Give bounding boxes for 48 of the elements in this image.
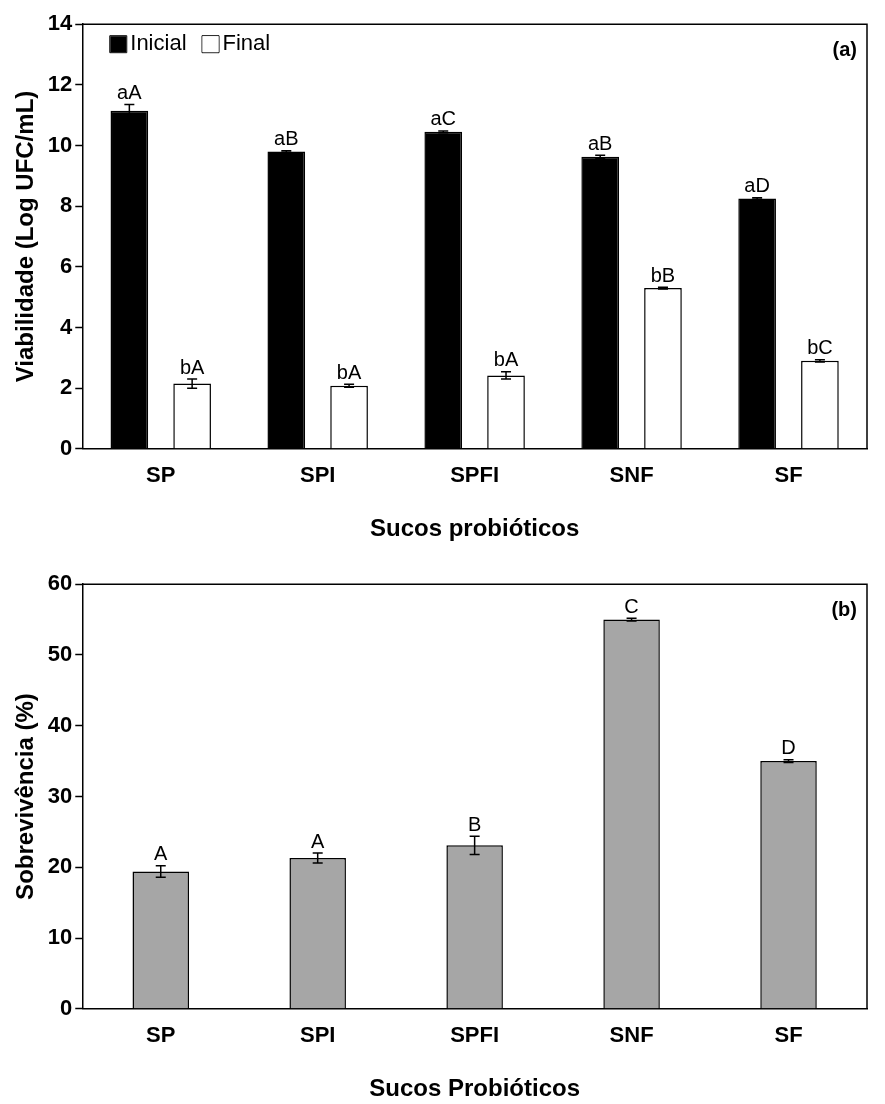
data-label: B	[467, 812, 482, 835]
x-axis-title: Sucos Probióticos	[369, 1074, 580, 1102]
y-axis-title: Viabilidade (Log UFC/mL)	[11, 90, 39, 383]
y-axis-title: Sobrevivência (%)	[11, 693, 39, 900]
data-label: bC	[807, 336, 833, 359]
x-tick-label: SPI	[299, 1022, 336, 1048]
legend-label: Inicial	[130, 30, 187, 56]
y-tick-label: 10	[47, 924, 73, 950]
x-tick-label: SNF	[609, 462, 654, 488]
y-tick-label: 50	[47, 641, 73, 667]
y-tick-label: 12	[47, 70, 73, 96]
data-label: C	[624, 594, 639, 617]
y-tick-label: 30	[47, 782, 73, 808]
x-axis-title: Sucos probióticos	[369, 514, 580, 542]
y-tick-label: 4	[60, 313, 74, 339]
x-tick-label: SPFI	[450, 462, 500, 488]
y-tick-label: 60	[47, 570, 73, 596]
data-label: aA	[117, 81, 143, 104]
legend-label: Final	[222, 30, 271, 56]
annotation: (a)	[832, 37, 857, 60]
data-label: bB	[650, 263, 676, 286]
data-label: bA	[336, 360, 362, 383]
data-label: aC	[430, 107, 457, 130]
y-tick-label: 2	[60, 374, 73, 400]
data-label: aD	[744, 174, 770, 197]
data-label: bA	[179, 355, 206, 378]
y-tick-label: 40	[47, 711, 73, 737]
y-tick-label: 8	[60, 192, 73, 218]
data-label: D	[781, 736, 796, 759]
y-tick-label: 14	[47, 10, 74, 36]
y-tick-label: 0	[60, 434, 73, 460]
data-label: aB	[274, 127, 299, 150]
x-tick-label: SP	[146, 1022, 176, 1048]
x-tick-label: SF	[774, 1022, 803, 1048]
x-tick-label: SPI	[299, 462, 336, 488]
data-label: bA	[493, 348, 519, 371]
data-label: A	[154, 842, 169, 865]
y-tick-label: 20	[47, 853, 73, 879]
y-tick-label: 10	[47, 131, 73, 157]
y-tick-label: 0	[60, 994, 73, 1020]
x-tick-label: SNF	[609, 1022, 654, 1048]
y-tick-label: 6	[60, 252, 73, 278]
x-tick-label: SP	[146, 462, 176, 488]
annotation: (b)	[831, 597, 857, 620]
x-tick-label: SPFI	[450, 1022, 500, 1048]
data-label: aB	[587, 131, 613, 154]
x-tick-label: SF	[774, 462, 803, 488]
data-label: A	[311, 829, 326, 852]
